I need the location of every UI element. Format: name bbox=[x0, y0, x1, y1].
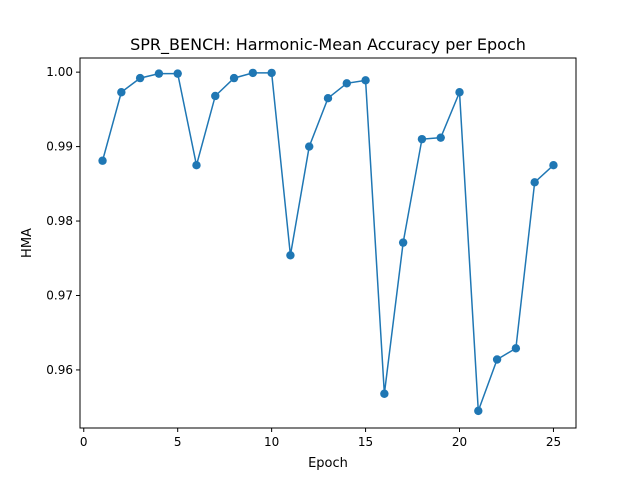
x-tick-label: 20 bbox=[452, 435, 467, 449]
data-point bbox=[117, 88, 126, 97]
data-point bbox=[380, 389, 389, 398]
data-point bbox=[361, 76, 370, 85]
data-point bbox=[323, 94, 333, 103]
data-point bbox=[229, 73, 239, 83]
x-axis-label: Epoch bbox=[308, 456, 348, 471]
data-point bbox=[98, 156, 107, 165]
axis-ticks: 0 5 10 15 20 25 0.96 0.97 0.98 0.99 1.00 bbox=[46, 65, 561, 449]
data-point bbox=[154, 69, 164, 78]
x-tick-label: 10 bbox=[264, 435, 279, 449]
data-point bbox=[192, 161, 201, 170]
x-tick-label: 15 bbox=[358, 435, 373, 449]
x-tick-label: 25 bbox=[546, 435, 561, 449]
y-tick-label: 1.00 bbox=[46, 65, 73, 79]
data-point bbox=[248, 68, 258, 78]
data-point bbox=[436, 133, 445, 142]
data-point bbox=[455, 88, 464, 97]
data-point bbox=[398, 238, 408, 247]
data-point bbox=[474, 406, 483, 416]
data-point bbox=[530, 178, 539, 187]
axes-frame bbox=[79, 57, 577, 429]
plot-area bbox=[98, 68, 558, 416]
data-point bbox=[417, 134, 427, 144]
y-tick-label: 0.96 bbox=[46, 363, 73, 377]
data-point bbox=[211, 91, 220, 101]
y-tick-label: 0.98 bbox=[46, 214, 73, 228]
data-point bbox=[511, 344, 521, 353]
y-tick-label: 0.99 bbox=[46, 140, 73, 154]
data-point bbox=[492, 355, 502, 364]
y-axis-label: HMA bbox=[20, 228, 35, 258]
x-tick-label: 5 bbox=[174, 435, 182, 449]
data-point bbox=[267, 68, 276, 78]
chart-title: SPR_BENCH: Harmonic-Mean Accuracy per Ep… bbox=[130, 35, 526, 55]
data-point bbox=[549, 161, 558, 170]
data-point bbox=[342, 79, 351, 88]
data-point bbox=[305, 142, 314, 151]
y-tick-label: 0.97 bbox=[46, 288, 73, 302]
data-point bbox=[286, 251, 295, 260]
data-point bbox=[135, 73, 145, 83]
x-tick-label: 0 bbox=[80, 435, 88, 449]
data-point bbox=[173, 69, 182, 78]
